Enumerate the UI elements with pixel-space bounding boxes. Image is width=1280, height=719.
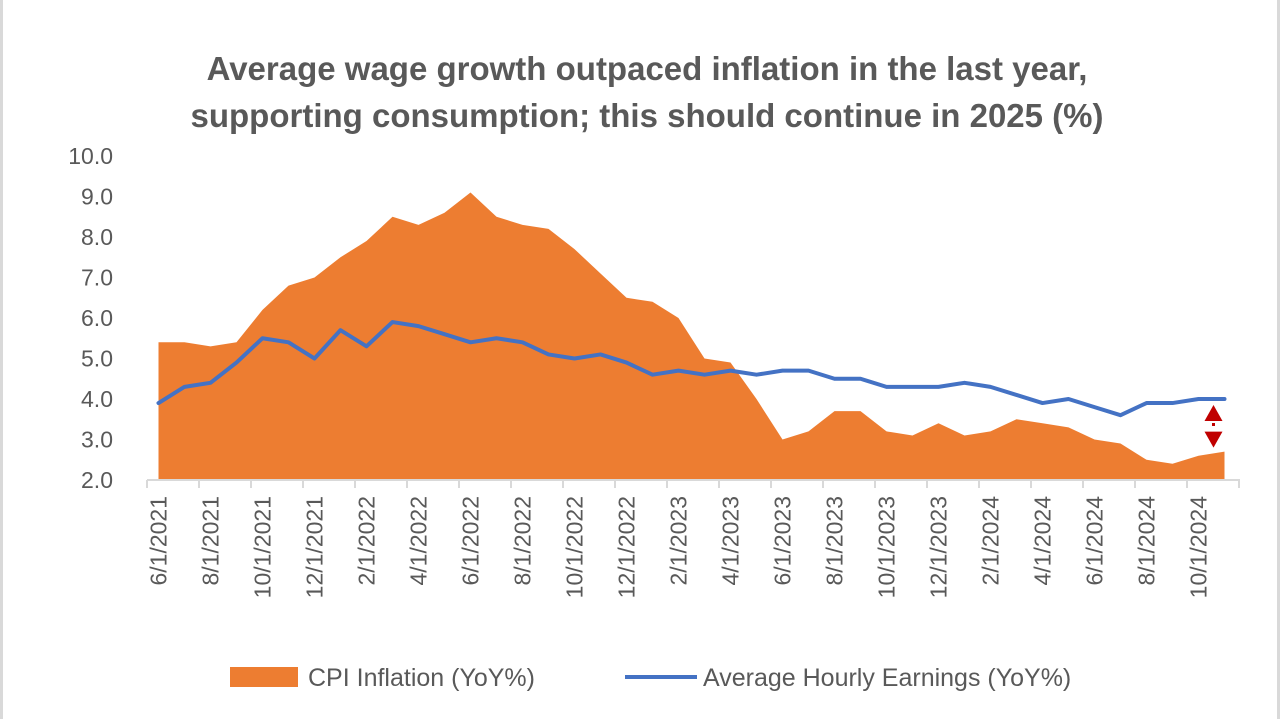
left-edge-divider [0,0,3,719]
x-tick-label: 10/1/2021 [250,496,276,598]
ahe-line [156,320,1227,418]
x-tick-label: 12/1/2022 [614,496,640,598]
x-tick-label: 8/1/2024 [1134,496,1160,586]
y-tick-label: 9.0 [81,184,113,210]
x-tick-label: 8/1/2022 [510,496,536,586]
legend-ahe-label: Average Hourly Earnings (YoY%) [703,664,1071,692]
cpi-area [158,192,1225,480]
x-tick-label: 6/1/2024 [1082,496,1108,586]
x-tick-label: 12/1/2023 [926,496,952,598]
legend-cpi-label: CPI Inflation (YoY%) [308,664,535,692]
y-tick-label: 7.0 [81,265,113,291]
chart-title-line-2: supporting consumption; this should cont… [191,97,1104,134]
y-tick-label: 2.0 [81,467,113,493]
x-tick-label: 10/1/2024 [1186,496,1212,599]
gap-double-arrow [1204,405,1223,448]
x-tick-label: 8/1/2023 [822,496,848,586]
x-tick-label: 6/1/2023 [770,496,796,586]
right-edge-divider [1277,0,1280,719]
chart-title: Average wage growth outpaced inflation i… [191,50,1104,134]
x-tick-label: 2/1/2022 [354,496,380,586]
x-tick-label: 4/1/2022 [406,496,432,586]
arrow-head-up [1204,405,1223,421]
x-tick-label: 2/1/2024 [978,496,1004,586]
x-tick-label: 10/1/2022 [562,496,588,598]
legend-cpi-swatch [230,667,298,687]
x-tick-label: 10/1/2023 [874,496,900,598]
arrow-head-down [1204,431,1223,448]
y-tick-label: 5.0 [81,346,113,372]
x-tick-label: 6/1/2021 [146,496,172,586]
x-tick-label: 2/1/2023 [666,496,692,586]
y-tick-label: 6.0 [81,305,113,331]
y-tick-label: 4.0 [81,386,113,412]
y-tick-label: 3.0 [81,427,113,453]
x-tick-label: 4/1/2023 [718,496,744,586]
x-tick-label: 4/1/2024 [1030,496,1056,586]
chart-title-line-1: Average wage growth outpaced inflation i… [207,50,1088,87]
x-tick-label: 6/1/2022 [458,496,484,586]
x-tick-label: 8/1/2021 [198,496,224,586]
x-tick-label: 12/1/2021 [302,496,328,598]
y-tick-label: 8.0 [81,224,113,250]
y-tick-label: 10.0 [68,143,113,169]
plot-area: 2.0 3.0 4.0 5.0 6.0 7.0 8.0 9.0 10.0 6/1/2021 8/1/… [68,143,1240,598]
legend: CPI Inflation (YoY%) Average Hourly Earn… [230,664,1071,692]
